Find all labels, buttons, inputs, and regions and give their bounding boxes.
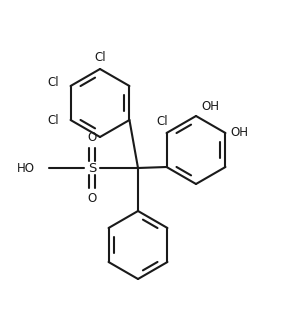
Text: OH: OH <box>231 126 249 140</box>
Text: O: O <box>88 192 97 205</box>
Text: O: O <box>88 131 97 144</box>
Text: Cl: Cl <box>47 76 59 90</box>
Text: HO: HO <box>17 162 35 175</box>
Text: OH: OH <box>201 100 219 113</box>
Text: Cl: Cl <box>94 51 106 64</box>
Text: S: S <box>88 162 96 175</box>
Text: Cl: Cl <box>157 115 168 128</box>
Text: Cl: Cl <box>47 114 59 126</box>
